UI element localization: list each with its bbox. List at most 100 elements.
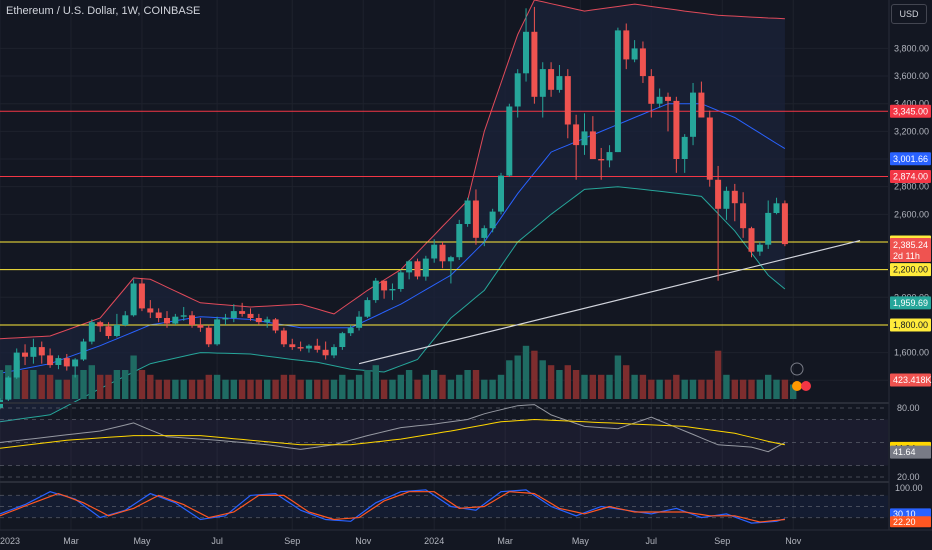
trendline[interactable]	[358, 240, 861, 365]
volume-bar	[606, 374, 613, 399]
rsi-line	[0, 404, 786, 453]
volume-bar	[748, 379, 755, 399]
level-tag: 2,874.00	[893, 171, 928, 181]
candle-body	[681, 136, 688, 159]
candle-body	[239, 311, 246, 314]
volume-bar	[414, 379, 421, 399]
volume-bar	[506, 360, 513, 399]
bollinger-basis-line	[0, 103, 786, 374]
candle-body	[172, 316, 179, 324]
candle-body	[523, 31, 529, 74]
volume-bar	[623, 365, 630, 399]
candle-body	[113, 324, 120, 336]
time-tick-label: Nov	[785, 536, 802, 546]
volume-bar	[347, 379, 354, 399]
volume-bar	[497, 374, 505, 399]
volume-bar	[464, 370, 471, 399]
candle-body	[431, 244, 438, 259]
candle-body	[189, 315, 195, 325]
candle-body	[698, 92, 705, 118]
volume-bar	[723, 374, 730, 399]
candle-body	[731, 190, 738, 204]
volume-bar	[339, 374, 346, 399]
event-dividend-icon[interactable]	[792, 381, 802, 391]
volume-bar	[180, 379, 187, 399]
candle-body	[564, 76, 571, 125]
volume-bar	[105, 374, 112, 399]
candle-body	[247, 313, 254, 318]
volume-bar	[264, 379, 271, 399]
volume-bar	[447, 379, 455, 399]
candle-body	[38, 347, 45, 356]
stoch-d-line	[0, 491, 785, 523]
price-tick-label: 3,800.00	[894, 43, 929, 53]
currency-button[interactable]: USD	[891, 4, 927, 24]
volume-bar	[739, 379, 747, 399]
current-price-tag: 2,385.24	[893, 240, 928, 250]
volume-bar	[289, 374, 296, 399]
candle-body	[297, 347, 304, 349]
candle-body	[756, 244, 763, 252]
stoch-k-tag: 30.10	[893, 509, 916, 519]
event-flash-icon[interactable]	[790, 362, 804, 376]
chart-title: Ethereum / U.S. Dollar, 1W, COINBASE	[6, 5, 201, 17]
candle-body	[673, 100, 680, 159]
volume-bar	[0, 370, 4, 399]
candle-body	[122, 315, 129, 325]
candle-body	[381, 280, 388, 291]
level-tag-bg	[890, 263, 931, 277]
volume-bar	[205, 374, 212, 399]
volume-bar	[389, 379, 396, 399]
volume-bar	[673, 374, 680, 399]
volume-bar	[255, 379, 262, 399]
volume-bar	[305, 379, 313, 399]
candle-body	[155, 312, 162, 318]
candle-body	[481, 228, 488, 238]
volume-bar	[489, 379, 496, 399]
candle-body	[397, 272, 404, 289]
candle-body	[272, 319, 279, 331]
candle-body	[356, 316, 363, 328]
candle-body	[489, 211, 496, 229]
candle-body	[456, 224, 463, 258]
time-axis-ticks: 2023 Mar May Jul Sep Nov 2024 Mar May Jul Sep Nov	[0, 536, 802, 546]
candle-body	[639, 48, 646, 77]
candle-body	[205, 327, 212, 345]
candle-body	[97, 322, 104, 327]
time-tick-label: 2023	[0, 536, 20, 546]
volume-bar	[213, 374, 221, 399]
candle-body	[255, 318, 262, 323]
current-price-tag-bg	[890, 238, 931, 263]
bollinger-band-fill	[0, 0, 785, 422]
bar-countdown-tag: 2d 11h	[893, 251, 920, 261]
volume-bar	[756, 379, 763, 399]
candle-body	[447, 257, 454, 262]
volume-bar	[322, 379, 329, 399]
time-axis[interactable]	[0, 530, 932, 550]
volume-bar	[397, 374, 404, 399]
volume-bar	[172, 379, 179, 399]
volume-bar	[138, 370, 146, 399]
candle-body	[105, 326, 112, 336]
bollinger-lower-tag: 1,959.69	[893, 298, 928, 308]
candle-body	[656, 96, 663, 104]
candle-body	[197, 324, 204, 328]
volume-bar	[163, 379, 171, 399]
event-earnings-icon[interactable]	[801, 381, 811, 391]
volume-bar	[572, 370, 580, 399]
volume-bar	[122, 370, 129, 399]
volume-bar	[514, 355, 521, 399]
volume-bar	[656, 379, 663, 399]
volume-bar	[547, 365, 555, 399]
candle-body	[372, 280, 379, 301]
volume-bar	[631, 374, 638, 399]
level-tag: 3,345.00	[893, 106, 928, 116]
volume-bar	[589, 374, 596, 399]
volume-bar	[714, 350, 722, 399]
volume-bar	[439, 374, 446, 399]
volume-bar	[556, 370, 563, 399]
volume-bar	[614, 355, 622, 399]
volume-bar	[481, 379, 488, 399]
rsi-tag: 41.64	[893, 447, 916, 457]
